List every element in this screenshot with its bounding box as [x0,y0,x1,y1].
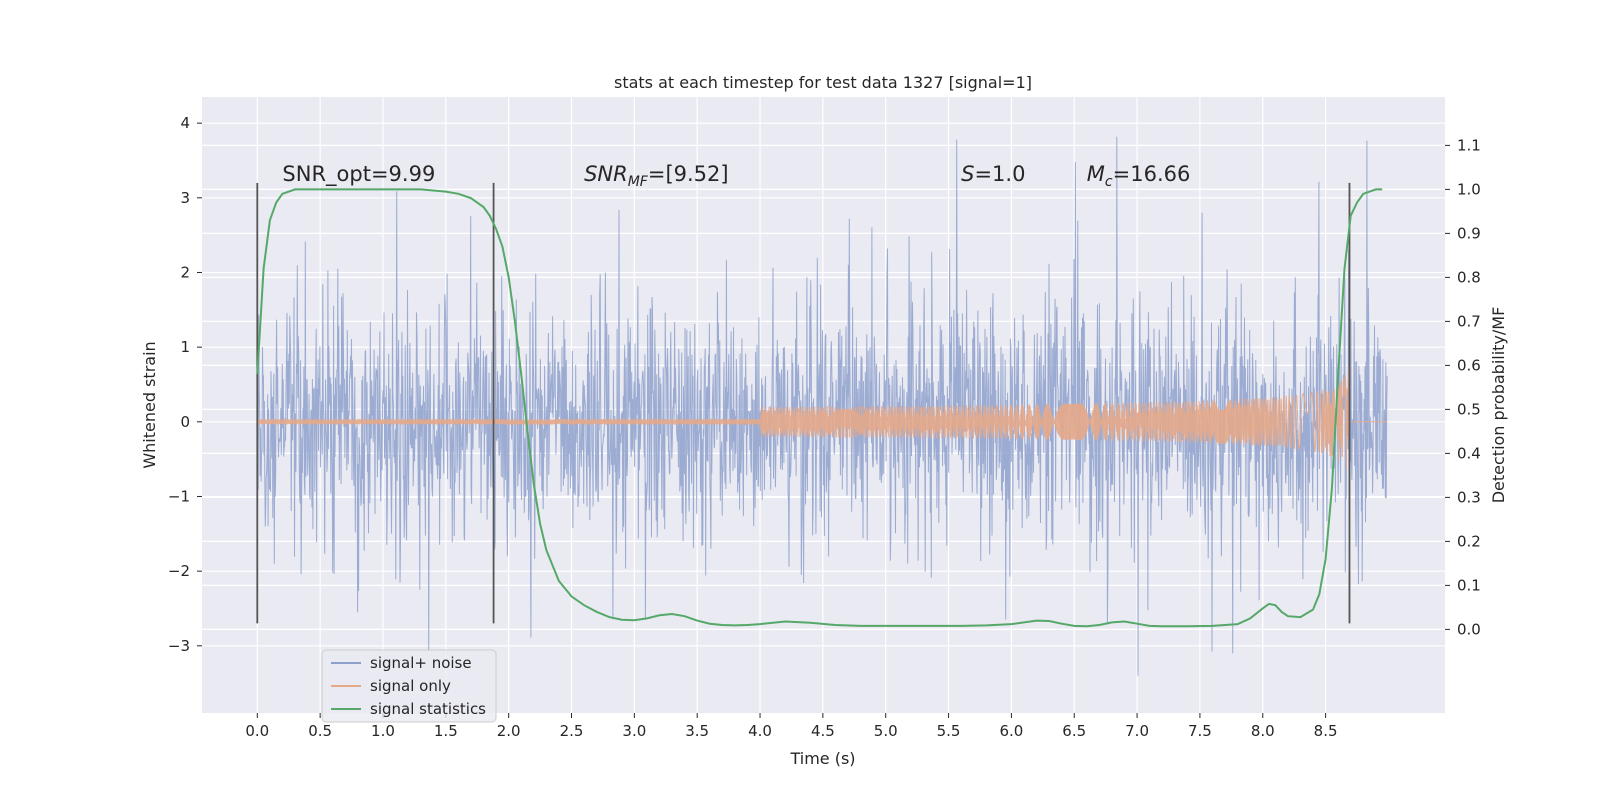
x-tick-label: 8.5 [1314,722,1338,740]
x-tick-label: 7.0 [1125,722,1149,740]
y2-axis-ticks: 0.0 0.1 0.2 0.3 0.4 0.5 0.6 0.7 0.8 0.9 1.0 1.1 [1445,136,1481,638]
y-axis-ticks: −3 −2 −1 0 1 2 3 4 [168,114,202,655]
signal-statistics-line [256,188,1383,628]
x-tick-label: 4.0 [748,722,772,740]
x-tick-label: 5.0 [874,722,898,740]
legend-label-signal-plus-noise: signal+ noise [370,654,472,672]
x-tick-label: 5.5 [937,722,961,740]
y2-tick-label: 0.9 [1457,224,1481,242]
y2-tick-label: 0.3 [1457,488,1481,506]
legend-label-signal-only: signal only [370,677,451,695]
x-tick-label: 0.0 [245,722,269,740]
signal-plus-noise-line [256,136,1388,676]
x-tick-label: 1.0 [371,722,395,740]
x-tick-label: 6.0 [999,722,1023,740]
legend-label-signal-statistics: signal statistics [370,700,486,718]
series-signal-plus-noise [256,136,1388,676]
y-axis-label: Whitened strain [140,341,159,468]
x-tick-label: 4.5 [811,722,835,740]
y-tick-label: 1 [180,338,190,356]
x-axis-ticks: 0.0 0.5 1.0 1.5 2.0 2.5 3.0 3.5 4.0 4.5 5.0 5.5 6.0 6… [245,713,1338,740]
series-signal-only [256,365,1388,470]
x-tick-label: 2.0 [497,722,521,740]
annotations: SNR_opt=9.99 SNRMF=[9.52] S=1.0 Mc=16.66 [282,162,1190,190]
chart-title: stats at each timestep for test data 132… [614,73,1032,92]
annotation-0: SNR_opt=9.99 [282,162,435,187]
y-tick-label: −3 [168,637,190,655]
y-tick-label: 3 [180,189,190,207]
x-tick-label: 0.5 [308,722,332,740]
y2-tick-label: 0.6 [1457,356,1481,374]
y2-tick-label: 0.2 [1457,532,1481,550]
vertical-markers [256,182,1351,624]
y2-tick-label: 1.0 [1457,180,1481,198]
x-axis-label: Time (s) [789,749,855,768]
series-signal-statistics [256,188,1383,628]
y-tick-label: −1 [168,487,190,505]
y-tick-label: 4 [180,114,190,132]
signal-only-line [256,365,1388,470]
y2-tick-label: 0.8 [1457,268,1481,286]
annotation-2: S=1.0 [961,162,1025,186]
y2-tick-label: 0.4 [1457,444,1481,462]
x-tick-label: 6.5 [1062,722,1086,740]
x-tick-label: 1.5 [434,722,458,740]
y2-tick-label: 0.0 [1457,620,1481,638]
annotation-3: Mc=16.66 [1087,162,1191,190]
annotation-1: SNRMF=[9.52] [584,162,729,190]
y2-tick-label: 1.1 [1457,136,1481,154]
legend-box [321,649,497,723]
y2-axis-label: Detection probability/MF [1489,307,1508,504]
x-tick-label: 3.5 [685,722,709,740]
y2-tick-label: 0.1 [1457,576,1481,594]
y-tick-label: −2 [168,562,190,580]
x-tick-label: 3.0 [622,722,646,740]
legend: signal+ noise signal only signal statist… [321,649,497,723]
x-tick-label: 8.0 [1251,722,1275,740]
y-tick-label: 0 [180,413,190,431]
y-tick-label: 2 [180,263,190,281]
x-tick-label: 7.5 [1188,722,1212,740]
x-tick-label: 2.5 [560,722,584,740]
y2-tick-label: 0.7 [1457,312,1481,330]
y2-tick-label: 0.5 [1457,400,1481,418]
